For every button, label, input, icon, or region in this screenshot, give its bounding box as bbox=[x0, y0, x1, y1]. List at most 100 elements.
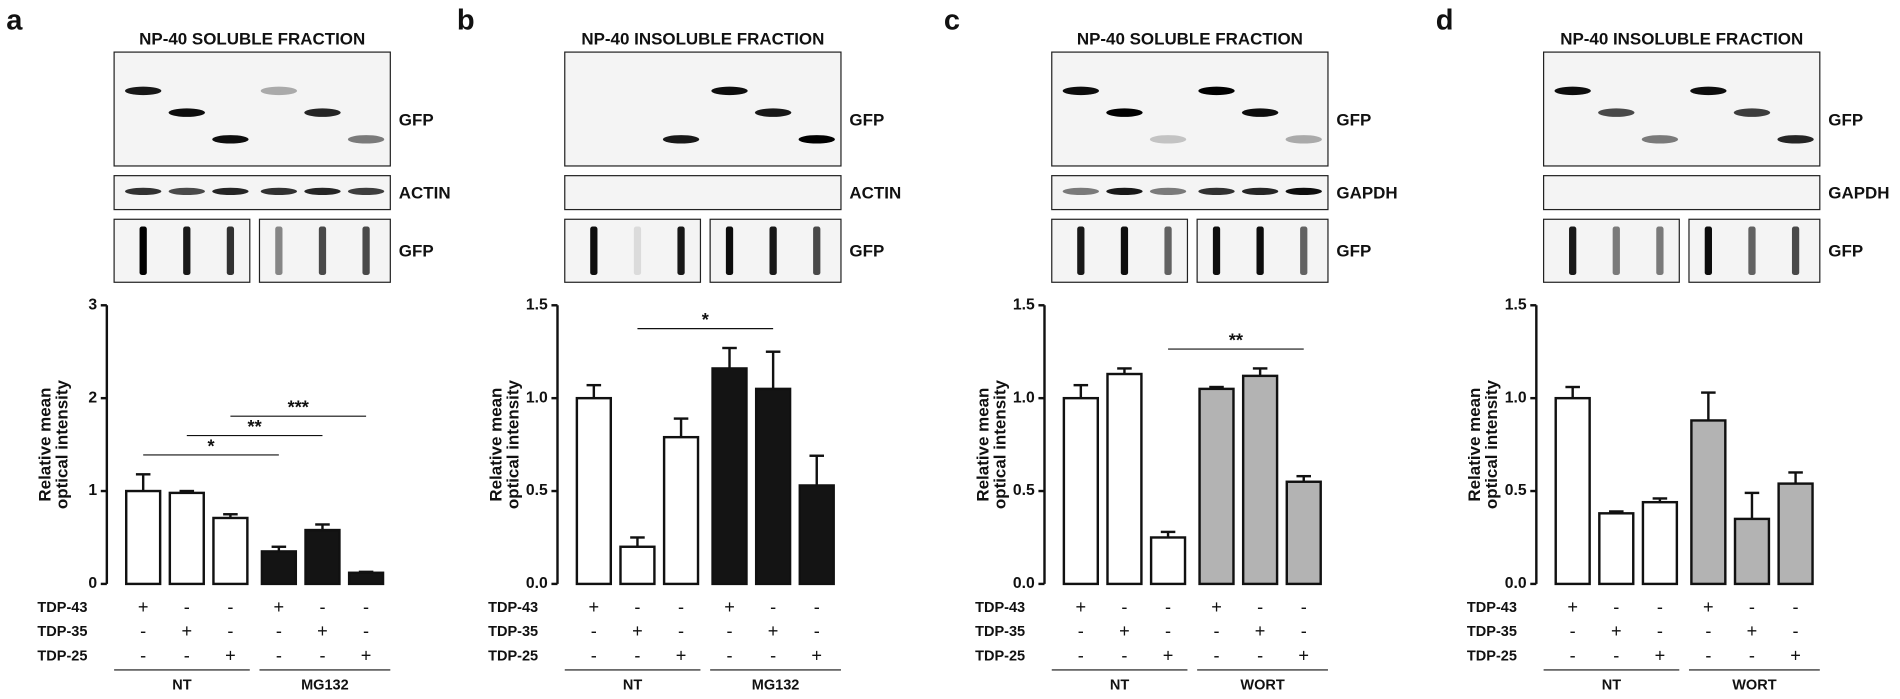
bar bbox=[125, 489, 162, 586]
bar bbox=[1106, 372, 1143, 586]
blot-band bbox=[1733, 108, 1771, 117]
blot-band bbox=[1106, 108, 1143, 117]
blot-label: GFP bbox=[849, 241, 884, 260]
bar bbox=[1641, 500, 1679, 586]
condition-mark: - bbox=[591, 645, 597, 665]
condition-name: TDP-35 bbox=[37, 624, 87, 640]
condition-mark: + bbox=[632, 621, 643, 641]
condition-mark: - bbox=[814, 621, 820, 641]
condition-mark: + bbox=[1119, 621, 1130, 641]
y-tick-label: 0.5 bbox=[1505, 482, 1527, 499]
condition-name: TDP-25 bbox=[975, 648, 1025, 664]
group-label: NT bbox=[172, 678, 191, 694]
blot-title: NP-40 SOLUBLE FRACTION bbox=[1077, 29, 1303, 48]
condition-mark: - bbox=[1613, 597, 1619, 617]
blot-band bbox=[260, 86, 298, 96]
condition-mark: - bbox=[770, 645, 776, 665]
condition-mark: - bbox=[319, 645, 325, 665]
slot-band bbox=[1791, 226, 1800, 275]
blot-label: GFP bbox=[1336, 241, 1371, 260]
condition-mark: + bbox=[1076, 597, 1087, 617]
condition-mark: - bbox=[1121, 597, 1127, 617]
loading-blot bbox=[1051, 175, 1329, 211]
blot-band bbox=[1554, 86, 1591, 96]
blot-band bbox=[798, 135, 835, 144]
condition-mark: + bbox=[274, 597, 285, 617]
y-tick-label: 0.0 bbox=[526, 575, 548, 592]
significance-label: * bbox=[207, 436, 215, 456]
blot-band bbox=[1285, 187, 1322, 196]
bar bbox=[575, 396, 613, 586]
condition-mark: - bbox=[814, 597, 820, 617]
blot-band bbox=[1598, 108, 1635, 117]
group-label: WORT bbox=[1732, 678, 1776, 694]
gfp-blot bbox=[1542, 51, 1821, 167]
slot-band bbox=[677, 226, 685, 275]
y-axis-label: optical intensity bbox=[503, 380, 522, 510]
blot-title: NP-40 INSOLUBLE FRACTION bbox=[581, 29, 824, 48]
blot-band bbox=[1149, 187, 1187, 196]
slot-band bbox=[1120, 226, 1129, 275]
condition-mark: - bbox=[1301, 597, 1307, 617]
condition-mark: + bbox=[225, 645, 236, 665]
y-tick-label: 1.0 bbox=[1505, 389, 1527, 406]
y-axis-label: Relative mean bbox=[973, 388, 992, 502]
blot-band bbox=[347, 135, 385, 144]
y-tick-label: 1.5 bbox=[1505, 296, 1527, 313]
bar bbox=[1285, 480, 1322, 586]
condition-mark: - bbox=[1301, 621, 1307, 641]
condition-mark: - bbox=[726, 645, 732, 665]
y-tick-label: 1.0 bbox=[526, 389, 548, 406]
blot-band bbox=[125, 187, 162, 196]
condition-mark: + bbox=[768, 621, 779, 641]
condition-mark: + bbox=[181, 621, 192, 641]
blot-label: GFP bbox=[399, 241, 434, 260]
slot-band bbox=[1704, 226, 1712, 275]
condition-mark: - bbox=[678, 621, 684, 641]
slot-band bbox=[275, 226, 283, 275]
blot-band bbox=[347, 187, 385, 196]
loading-blot bbox=[1542, 175, 1821, 211]
condition-mark: - bbox=[1213, 645, 1219, 665]
blot-label: GFP bbox=[1828, 111, 1863, 130]
condition-mark: + bbox=[676, 645, 687, 665]
slot-band bbox=[590, 226, 598, 275]
y-axis-label: optical intensity bbox=[990, 380, 1009, 510]
blot-label: GFP bbox=[1828, 241, 1863, 260]
condition-mark: - bbox=[1657, 621, 1663, 641]
condition-name: TDP-43 bbox=[1467, 600, 1517, 616]
slot-band bbox=[1656, 226, 1664, 275]
bar bbox=[1198, 387, 1235, 586]
blot-band bbox=[1641, 135, 1679, 144]
condition-mark: - bbox=[591, 621, 597, 641]
bar bbox=[304, 528, 341, 586]
condition-mark: - bbox=[1257, 645, 1263, 665]
condition-name: TDP-25 bbox=[1467, 648, 1517, 664]
y-tick-label: 1.5 bbox=[526, 296, 548, 313]
bar bbox=[347, 571, 385, 586]
group-label: MG132 bbox=[301, 678, 349, 694]
y-tick-label: 0.5 bbox=[526, 482, 548, 499]
condition-mark: + bbox=[724, 597, 735, 617]
slot-band bbox=[183, 226, 191, 275]
bar bbox=[662, 435, 700, 586]
bar bbox=[711, 367, 748, 586]
condition-mark: + bbox=[1747, 621, 1758, 641]
y-tick-label: 0 bbox=[88, 575, 97, 592]
condition-mark: - bbox=[1793, 621, 1799, 641]
condition-name: TDP-43 bbox=[975, 600, 1025, 616]
group-label: NT bbox=[1110, 678, 1129, 694]
blot-band bbox=[168, 187, 205, 196]
blot-label: ACTIN bbox=[399, 183, 451, 202]
group-label: NT bbox=[623, 678, 642, 694]
condition-mark: - bbox=[1749, 645, 1755, 665]
blot-band bbox=[1777, 135, 1814, 144]
y-tick-label: 1.5 bbox=[1013, 296, 1035, 313]
loading-blot bbox=[564, 175, 842, 211]
condition-mark: - bbox=[363, 621, 369, 641]
condition-mark: - bbox=[1749, 597, 1755, 617]
panel-letter: d bbox=[1436, 4, 1454, 36]
y-tick-label: 2 bbox=[88, 389, 97, 406]
slot-band bbox=[725, 226, 734, 275]
